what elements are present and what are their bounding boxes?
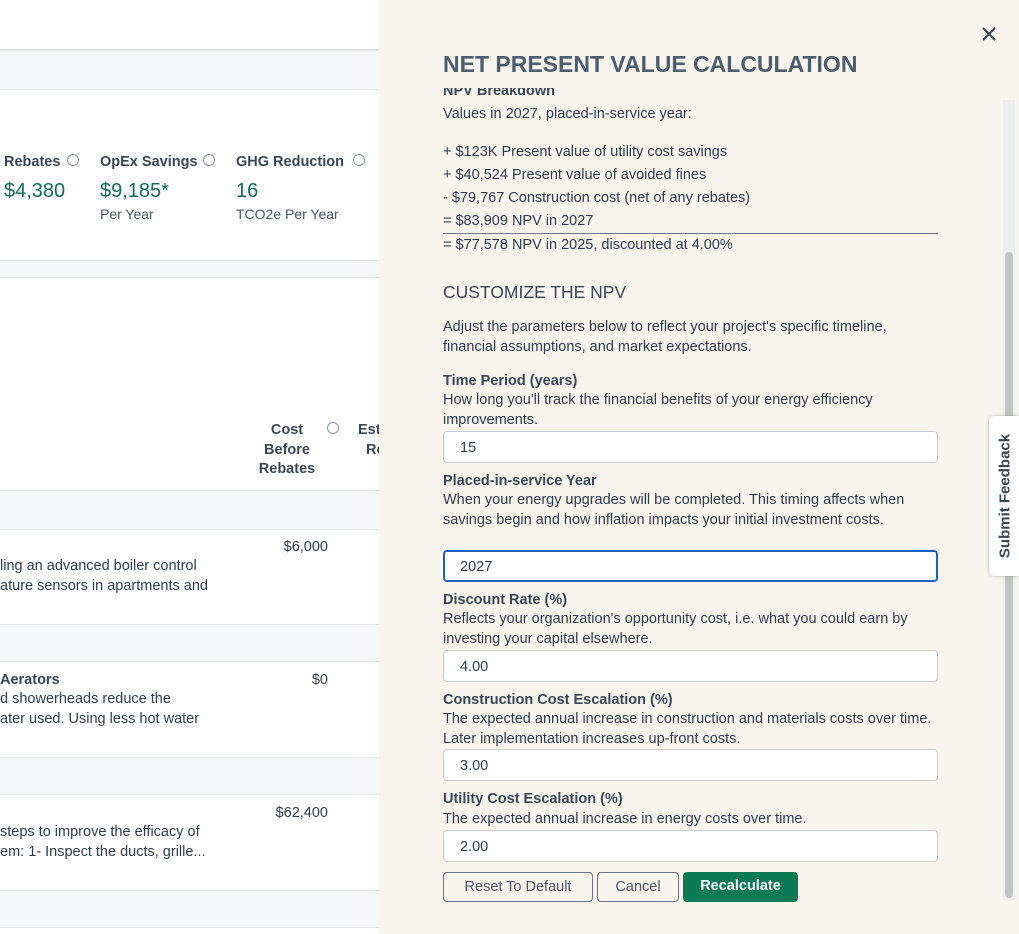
section-band <box>0 757 379 795</box>
field-help: Reflects your organization's opportunity… <box>443 611 908 647</box>
metric-label: GHG Reduction <box>236 154 344 170</box>
metric-unit: TCO2e Per Year <box>236 206 339 222</box>
metric-label: OpEx Savings <box>100 154 198 170</box>
field-label: Utility Cost Escalation (%) <box>443 791 623 807</box>
top-bar <box>0 0 379 50</box>
reset-button[interactable]: Reset To Default <box>443 872 593 902</box>
description-line: em: 1- Inspect the ducts, grille... <box>0 844 206 860</box>
intro-text: Values in 2027, placed-in-service year: <box>443 106 692 122</box>
feedback-tab[interactable]: Submit Feedback <box>989 416 1019 576</box>
npv-panel: NET PRESENT VALUE CALCULATION NPV Breakd… <box>379 0 1019 934</box>
cost-cell: $6,000 <box>283 539 328 555</box>
metric-value: $9,185* <box>100 180 169 202</box>
field-input[interactable]: 2.00 <box>443 830 938 862</box>
section-heading: NPV Breakdown <box>443 88 555 99</box>
field-help: How long you'll track the financial bene… <box>443 392 873 428</box>
field-label: Construction Cost Escalation (%) <box>443 692 673 708</box>
breakdown-line: - $79,767 Construction cost (net of any … <box>443 190 751 206</box>
field-label: Discount Rate (%) <box>443 592 568 608</box>
section-band <box>0 624 379 662</box>
metric-label: Rebates <box>4 154 61 170</box>
info-icon[interactable] <box>327 422 339 434</box>
field-label: Time Period (years) <box>443 373 578 389</box>
section-band <box>0 490 379 530</box>
scroll-area: NPV Breakdown Values in 2027, placed-in-… <box>379 88 999 934</box>
recalculate-button[interactable]: Recalculate <box>683 872 798 902</box>
section-heading: CUSTOMIZE THE NPV <box>443 282 627 302</box>
column-header: Rebates <box>258 461 316 477</box>
feedback-label: Submit Feedback <box>996 433 1014 559</box>
field-input[interactable]: 4.00 <box>443 650 938 682</box>
cost-cell: $62,400 <box>275 805 328 821</box>
description-line: ling an advanced boiler control <box>0 558 197 574</box>
metric-value: $4,380 <box>4 180 66 202</box>
breakdown-line: + $123K Present value of utility cost sa… <box>443 144 728 160</box>
breakdown-line: = $83,909 NPV in 2027 <box>443 213 594 229</box>
field-help: When your energy upgrades will be comple… <box>443 492 905 528</box>
info-icon[interactable] <box>67 154 79 166</box>
column-header: Before <box>264 442 310 458</box>
close-button[interactable] <box>981 26 997 42</box>
measure-title: Aerators <box>0 672 60 688</box>
section-band <box>0 260 379 278</box>
breakdown-line: + $40,524 Present value of avoided fines <box>443 167 707 183</box>
cancel-button[interactable]: Cancel <box>597 872 679 902</box>
field-input[interactable]: 15 <box>443 431 938 463</box>
metric-value: 16 <box>236 180 259 202</box>
section-band <box>0 50 379 90</box>
field-input[interactable]: 3.00 <box>443 749 938 781</box>
panel-title: NET PRESENT VALUE CALCULATION <box>443 51 858 77</box>
description: Adjust the parameters below to reflect y… <box>443 319 887 355</box>
breakdown-total: = $77,578 NPV in 2025, discounted at 4.0… <box>443 237 733 253</box>
field-input[interactable]: 2027 <box>443 550 938 582</box>
description-line: ature sensors in apartments and <box>0 578 208 594</box>
sum-rule <box>443 233 938 234</box>
description-line: d showerheads reduce the <box>0 691 171 707</box>
section-band <box>0 890 379 928</box>
column-header: Cost <box>270 422 304 438</box>
description-line: ater used. Using less hot water <box>0 711 200 727</box>
info-icon[interactable] <box>353 154 365 166</box>
field-help: The expected annual increase in construc… <box>443 711 932 747</box>
column-header: Est <box>358 422 381 438</box>
metric-unit: Per Year <box>100 206 154 222</box>
cost-cell: $0 <box>311 672 328 688</box>
description-line: steps to improve the efficacy of <box>0 824 200 840</box>
info-icon[interactable] <box>203 154 215 166</box>
field-label: Placed-in-service Year <box>443 473 597 489</box>
field-help: The expected annual increase in energy c… <box>443 811 807 827</box>
